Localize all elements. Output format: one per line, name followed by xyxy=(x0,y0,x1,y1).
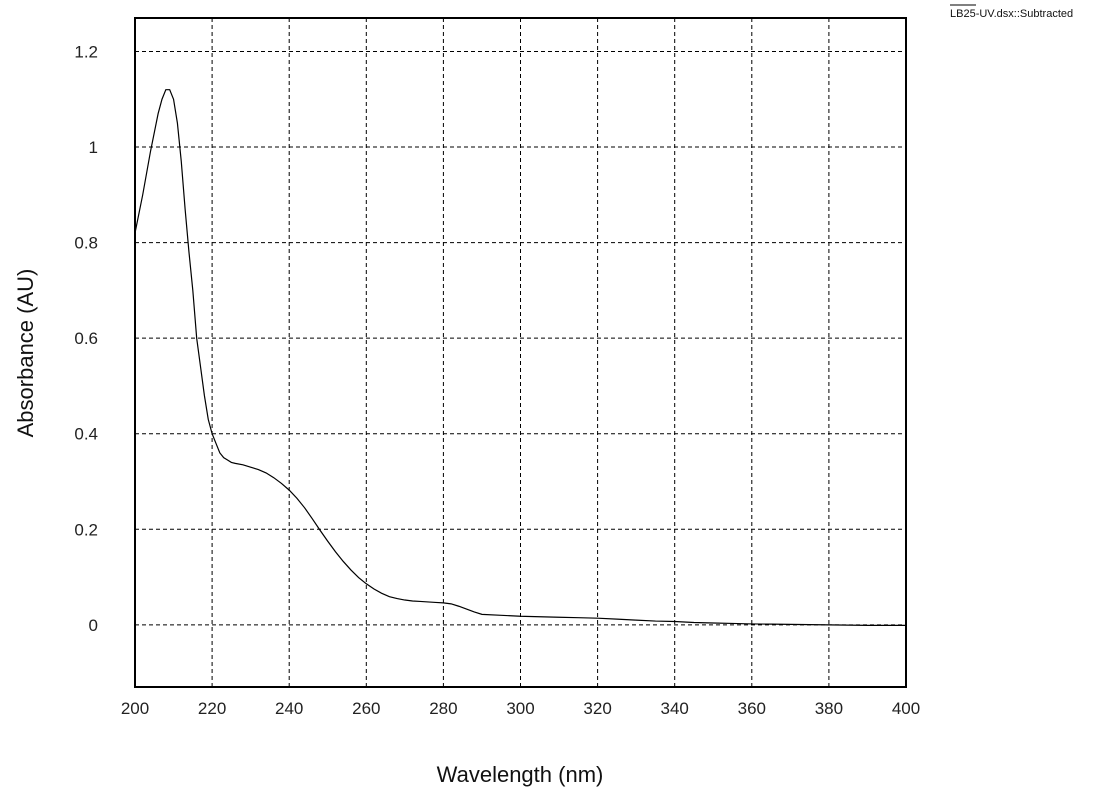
y-tick-label: 1 xyxy=(89,138,98,157)
legend-entry-label: LB25-UV.dsx::Subtracted xyxy=(950,8,1073,20)
series-line-absorbance xyxy=(134,89,906,626)
x-tick-label: 280 xyxy=(429,699,457,718)
x-tick-label: 240 xyxy=(275,699,303,718)
x-tick-label: 260 xyxy=(352,699,380,718)
x-tick-label: 200 xyxy=(121,699,149,718)
x-tick-label: 380 xyxy=(815,699,843,718)
grid-lines xyxy=(135,18,906,687)
plot-frame xyxy=(134,17,907,688)
x-tick-label: 360 xyxy=(738,699,766,718)
x-tick-label: 220 xyxy=(198,699,226,718)
x-axis-ticks: 200 220 240 260 280 300 320 340 360 380 400 xyxy=(121,699,920,718)
x-axis-title: Wavelength (nm) xyxy=(437,762,604,787)
y-tick-label: 0.8 xyxy=(74,234,98,253)
y-tick-label: 0.2 xyxy=(74,520,98,539)
y-tick-label: 1.2 xyxy=(74,42,98,61)
y-tick-label: 0 xyxy=(89,616,98,635)
x-tick-label: 400 xyxy=(892,699,920,718)
x-tick-label: 340 xyxy=(661,699,689,718)
x-tick-label: 320 xyxy=(583,699,611,718)
legend: LB25-UV.dsx::Subtracted xyxy=(950,4,1073,20)
y-tick-label: 0.4 xyxy=(74,425,98,444)
y-tick-label: 0.6 xyxy=(74,329,98,348)
y-axis-ticks: 0 0.2 0.4 0.6 0.8 1 1.2 xyxy=(74,42,98,634)
y-axis-title: Absorbance (AU) xyxy=(13,269,38,438)
x-tick-label: 300 xyxy=(506,699,534,718)
